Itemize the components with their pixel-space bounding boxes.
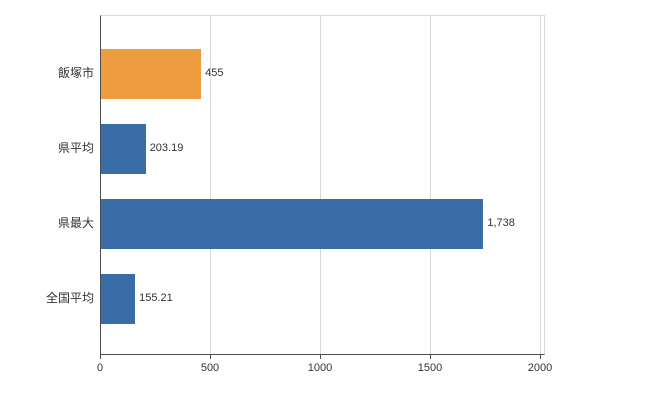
bar-value-label: 1,738: [487, 216, 515, 229]
category-label-2: 県最大: [57, 215, 94, 230]
gridline-x-500: [210, 16, 211, 354]
x-axis-tick-label: 500: [200, 362, 220, 374]
x-axis-tick-label: 1000: [307, 362, 333, 374]
bar-2: [101, 198, 484, 249]
x-axis-tick: [320, 355, 321, 359]
x-axis-tick-label: 1500: [417, 362, 443, 374]
x-axis-tick-label: 2000: [527, 362, 553, 374]
x-axis-tick: [210, 355, 211, 359]
category-label-1: 県平均: [57, 140, 94, 155]
bar-1: [101, 123, 146, 174]
x-axis-tick-label: 0: [96, 362, 104, 374]
x-axis-tick: [100, 355, 101, 359]
gridline-x-1500: [430, 16, 431, 354]
x-axis-tick: [540, 355, 541, 359]
bar-value-label: 203.19: [149, 141, 184, 154]
bar-0: [101, 48, 202, 99]
bar-value-label: 455: [205, 66, 224, 79]
gridline-x-1000: [320, 16, 321, 354]
category-label-0: 飯塚市: [57, 65, 94, 80]
plot-area: [100, 15, 545, 355]
gridline-x-2000: [540, 16, 541, 354]
category-label-3: 全国平均: [45, 290, 94, 305]
bar-value-label: 155.21: [139, 291, 173, 304]
bar-3: [101, 273, 136, 324]
x-axis-tick: [430, 355, 431, 359]
